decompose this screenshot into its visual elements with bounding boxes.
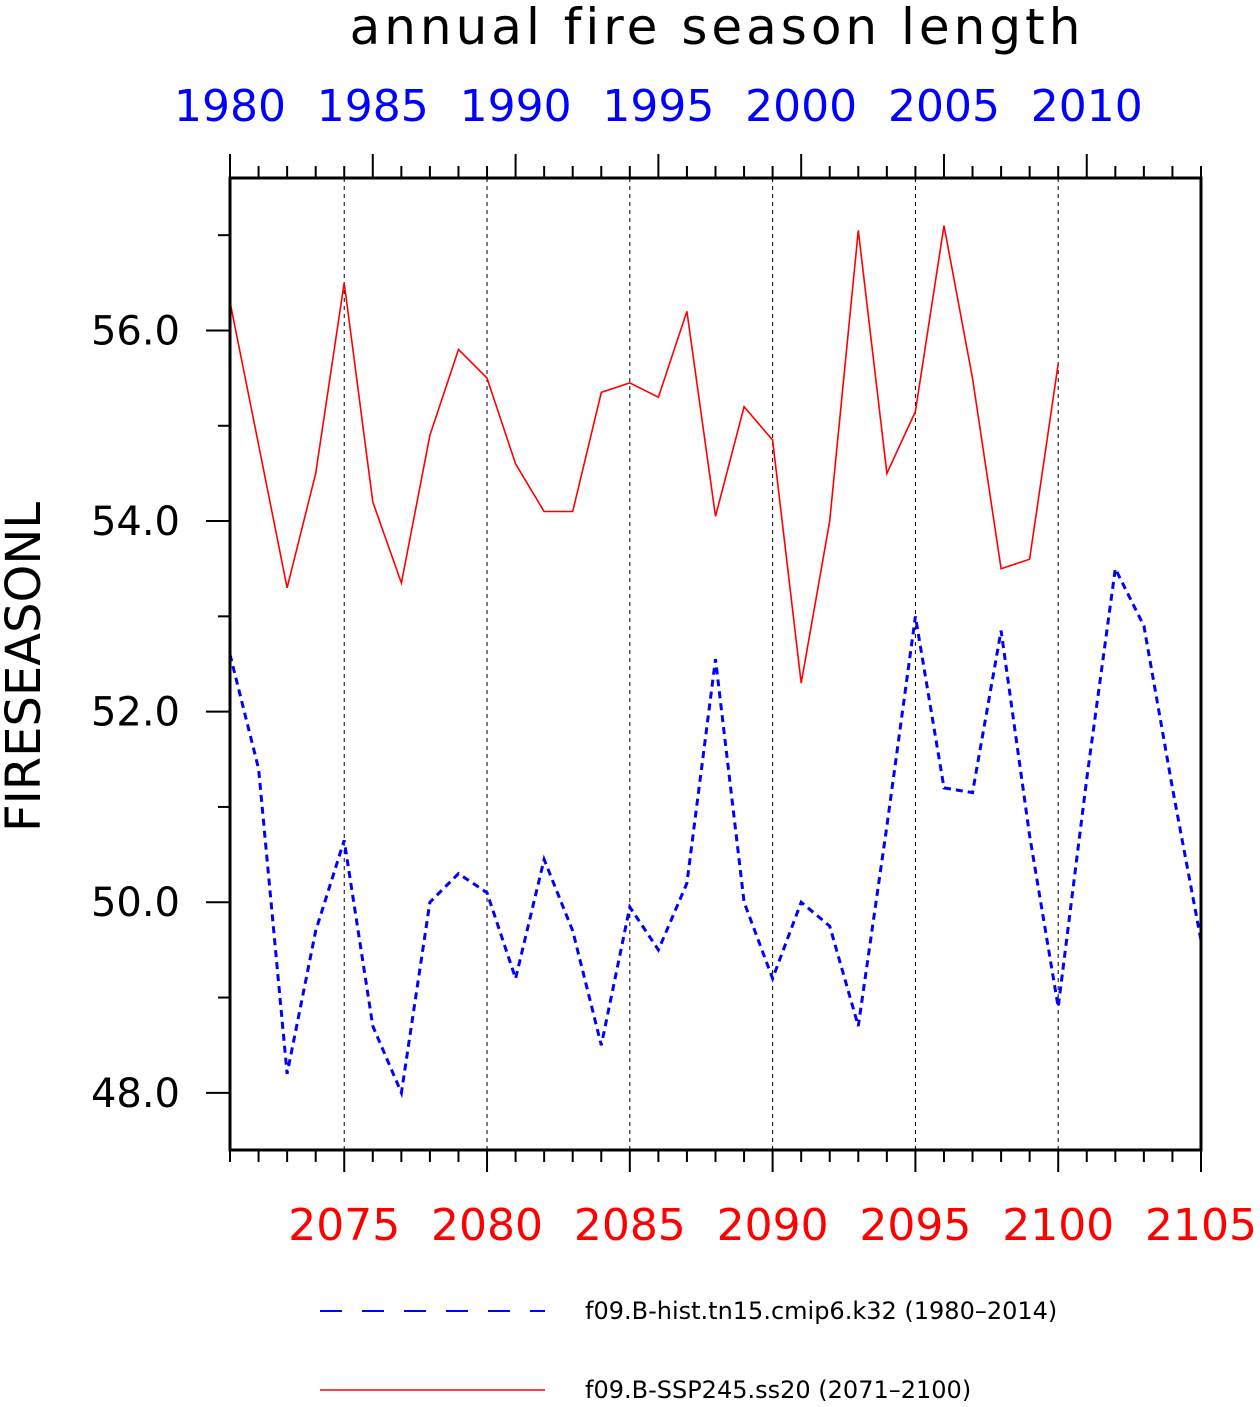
legend-label: f09.B-SSP245.ss20 (2071–2100): [585, 1376, 971, 1404]
series-layer: [228, 225, 1203, 1099]
bottom-axis-tick-label: 2085: [574, 1200, 686, 1251]
top-axis-tick-label: 2010: [1031, 81, 1143, 132]
chart-title: annual fire season length: [350, 0, 1085, 56]
bottom-axis-tick-label: 2075: [288, 1200, 400, 1251]
bottom-axis-tick-label: 2100: [1002, 1200, 1114, 1251]
gridlines: [343, 178, 1059, 1150]
bottom-axis-tick-label: 2090: [717, 1200, 829, 1251]
top-axis-tick-label: 1980: [174, 81, 286, 132]
top-axis-tick-label: 2000: [745, 81, 857, 132]
y-axis-tick-label: 48.0: [91, 1071, 180, 1117]
bottom-axis-tick-label: 2080: [431, 1200, 543, 1251]
top-axis-tick-label: 1995: [602, 81, 714, 132]
axes-layer: 2075 2080 2085 2090 2095 2100 2105 1980 1985 1990…: [91, 81, 1257, 1251]
y-axis-tick-label: 56.0: [91, 308, 180, 354]
bottom-axis-tick-label: 2095: [859, 1200, 971, 1251]
series-line-ssp245: [229, 225, 1059, 684]
plot-frame: [228, 176, 1203, 1152]
legend-label: f09.B-hist.tn15.cmip6.k32 (1980–2014): [585, 1297, 1057, 1325]
legend: f09.B-hist.tn15.cmip6.k32 (1980–2014) f09…: [320, 1297, 1057, 1404]
y-axis-tick-label: 54.0: [91, 499, 180, 545]
top-axis-tick-label: 1985: [317, 81, 429, 132]
top-axis-tick-label: 2005: [888, 81, 1000, 132]
y-axis-label: FIRESEASONL: [0, 502, 52, 832]
y-axis-tick-label: 50.0: [91, 880, 180, 926]
y-axis-tick-label: 52.0: [91, 690, 180, 736]
series-line-hist: [228, 563, 1203, 1099]
top-axis-tick-label: 1990: [460, 81, 572, 132]
bottom-axis-tick-label: 2105: [1145, 1200, 1257, 1251]
